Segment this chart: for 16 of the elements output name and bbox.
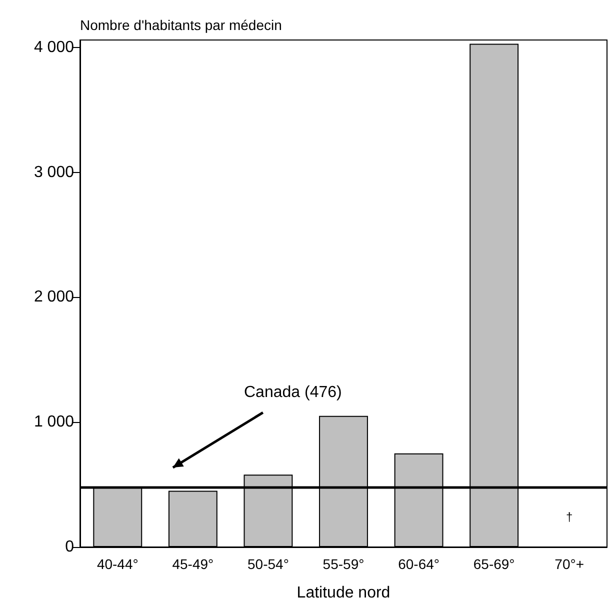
y-axis-title: Nombre d'habitants par médecin xyxy=(80,17,282,33)
annotation: † xyxy=(566,510,573,524)
y-tick-label: 1 000 xyxy=(34,414,74,431)
y-tick-label: 0 xyxy=(65,538,74,556)
x-axis-title: Latitude nord xyxy=(296,584,390,602)
x-tick-label: 50-54° xyxy=(248,556,289,572)
y-tick-label: 2 000 xyxy=(34,288,74,306)
x-tick-label: 60-64° xyxy=(398,556,440,572)
y-tick-label: 3 000 xyxy=(34,164,74,181)
x-tick-label: 40-44° xyxy=(96,556,138,572)
x-tick-label: 45-49° xyxy=(172,556,214,572)
y-tick-label: 4 000 xyxy=(34,38,74,56)
x-tick-label: 65-69° xyxy=(473,556,515,572)
x-tick-label: 55-59° xyxy=(322,556,364,572)
x-tick-label: 70°+ xyxy=(554,556,584,572)
ref-line-label: Canada (476) xyxy=(244,384,342,402)
